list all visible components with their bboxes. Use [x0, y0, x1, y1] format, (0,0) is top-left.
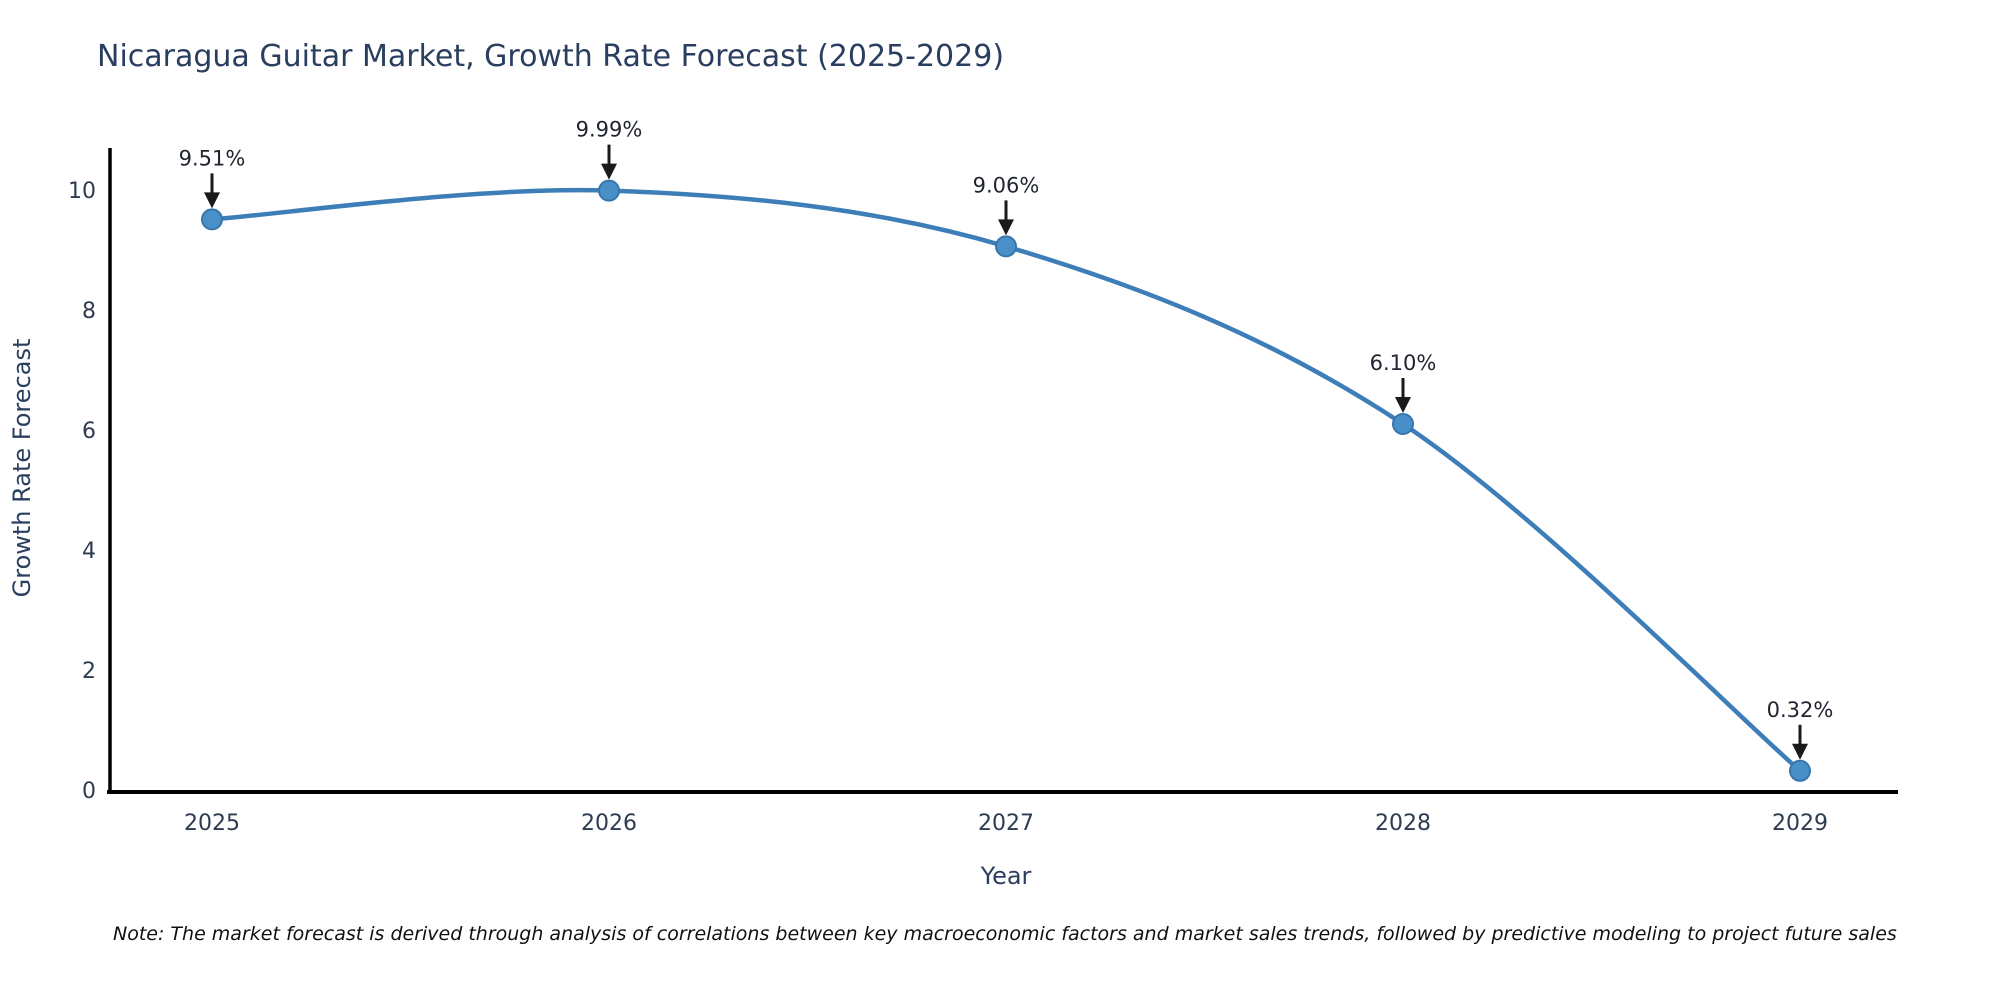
- chart-title: Nicaragua Guitar Market, Growth Rate For…: [97, 39, 1004, 74]
- x-tick-label: 2028: [1375, 811, 1431, 836]
- annotation-arrowhead: [998, 219, 1014, 236]
- point-annotations: 9.51% 9.99% 9.06% 6.10% 0.32%: [179, 118, 1834, 760]
- y-tick-label: 10: [68, 179, 96, 204]
- data-point-marker: [1392, 413, 1414, 435]
- x-tick-label: 2027: [978, 811, 1034, 836]
- line-series: [201, 179, 1811, 782]
- x-tick-label: 2026: [581, 811, 637, 836]
- axes: [107, 148, 1898, 794]
- x-axis-title: Year: [980, 862, 1032, 890]
- data-point-marker: [598, 179, 620, 202]
- y-tick-label: 6: [82, 419, 96, 444]
- chart-note: Note: The market forecast is derived thr…: [113, 923, 1897, 945]
- forecast-line: [209, 187, 1803, 774]
- y-tick-label: 4: [82, 539, 96, 564]
- data-point-marker: [201, 208, 223, 231]
- data-point-label: 0.32%: [1767, 698, 1834, 722]
- y-axis-tick-labels: 0 2 4 6 8 10: [68, 179, 96, 804]
- y-tick-label: 8: [82, 299, 96, 324]
- data-point-label: 9.51%: [179, 146, 246, 170]
- data-point-marker: [1789, 759, 1811, 782]
- x-axis-tick-labels: 2025 2026 2027 2028 2029: [184, 811, 1828, 836]
- x-tick-label: 2029: [1772, 811, 1828, 836]
- data-point-label: 6.10%: [1370, 351, 1437, 375]
- y-tick-label: 2: [82, 659, 96, 684]
- y-axis-title: Growth Rate Forecast: [8, 339, 36, 598]
- annotation-arrowhead: [1792, 743, 1808, 760]
- annotation-arrowhead: [1395, 397, 1411, 413]
- annotation-arrowhead: [204, 192, 220, 209]
- data-point-marker: [995, 235, 1017, 258]
- x-tick-label: 2025: [184, 811, 240, 836]
- data-point-label: 9.99%: [576, 118, 643, 142]
- data-point-label: 9.06%: [973, 173, 1040, 197]
- y-tick-label: 0: [82, 779, 96, 804]
- annotation-arrowhead: [601, 163, 617, 180]
